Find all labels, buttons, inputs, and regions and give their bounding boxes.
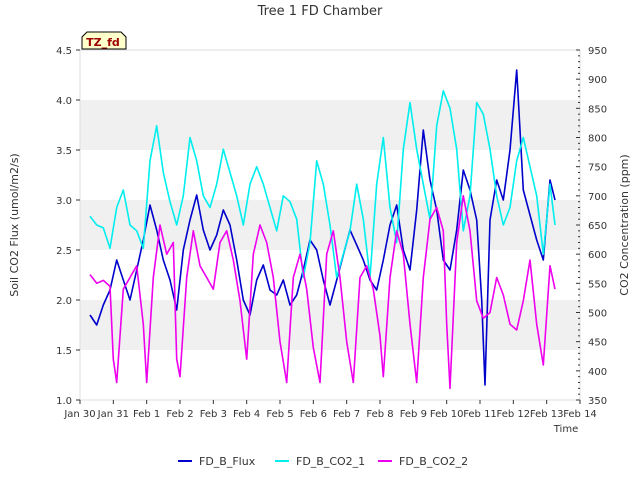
y-tick-label: 3.0 [56,196,72,207]
legend: FD_B_Flux FD_B_CO2_1 FD_B_CO2_2 [178,455,468,468]
x-tick-label: Jan 31 [97,409,129,420]
x-axis-label: Time [553,424,578,435]
tag-badge: TZ_fd [81,31,127,50]
legend-label: FD_B_CO2_1 [296,455,365,468]
x-tick-label: Jan 30 [63,409,95,420]
x-tick-label: Feb 12 [497,409,531,420]
x-tick-label: Feb 9 [400,409,427,420]
y-axis-ticks: 1.0 1.5 2.0 2.5 3.0 3.5 4.0 4.5 [56,46,80,407]
x-tick-label: Feb 14 [563,409,597,420]
y-tick-label: 4.0 [56,96,72,107]
x-tick-label: Feb 4 [233,409,260,420]
y2-tick-label: 700 [588,192,607,203]
x-tick-label: Feb 8 [366,409,393,420]
y2-axis-ticks: 350 400 450 500 550 600 650 700 750 800 850 900 950 [576,46,607,407]
y2-tick-label: 950 [588,46,607,57]
chart-title: Tree 1 FD Chamber [257,4,383,19]
x-tick-label: Feb 10 [430,409,464,420]
y2-tick-label: 450 [588,338,607,349]
y-tick-label: 2.0 [56,296,72,307]
y-tick-label: 1.0 [56,396,72,407]
x-tick-label: Feb 3 [200,409,227,420]
y-tick-label: 4.5 [56,46,72,57]
grid-band [80,300,580,350]
legend-label: FD_B_Flux [199,455,256,468]
y2-tick-label: 550 [588,279,607,290]
series-layer [89,69,556,390]
x-axis-ticks: Jan 30 Jan 31 Feb 1 Feb 2 Feb 3 Feb 4 Feb 5 Feb… [63,400,597,420]
x-tick-label: Feb 5 [266,409,293,420]
y2-tick-label: 850 [588,104,607,115]
x-tick-label: Feb 7 [333,409,360,420]
series-line-fd-b-co2-1 [89,90,556,279]
y-axis-label: Soil CO2 Flux (umol/m2/s) [8,153,21,296]
x-tick-label: Feb 1 [133,409,160,420]
y2-axis-label: CO2 Concentration (ppm) [618,154,631,295]
legend-label: FD_B_CO2_2 [399,455,468,468]
tag-label: TZ_fd [86,36,120,49]
y2-tick-label: 350 [588,396,607,407]
series-line-fd-b-co2-2 [89,195,556,390]
x-tick-label: Feb 11 [463,409,497,420]
y-tick-label: 2.5 [56,246,72,257]
grid-band [80,100,580,150]
y2-tick-label: 400 [588,367,607,378]
x-tick-label: Feb 13 [530,409,564,420]
y2-tick-label: 900 [588,75,607,86]
y-tick-label: 3.5 [56,146,72,157]
x-tick-label: Feb 2 [166,409,193,420]
y2-tick-label: 600 [588,250,607,261]
y2-tick-label: 800 [588,134,607,145]
y2-tick-label: 750 [588,163,607,174]
x-tick-label: Feb 6 [300,409,327,420]
y2-tick-label: 650 [588,221,607,232]
y2-tick-label: 500 [588,309,607,320]
y-tick-label: 1.5 [56,346,72,357]
